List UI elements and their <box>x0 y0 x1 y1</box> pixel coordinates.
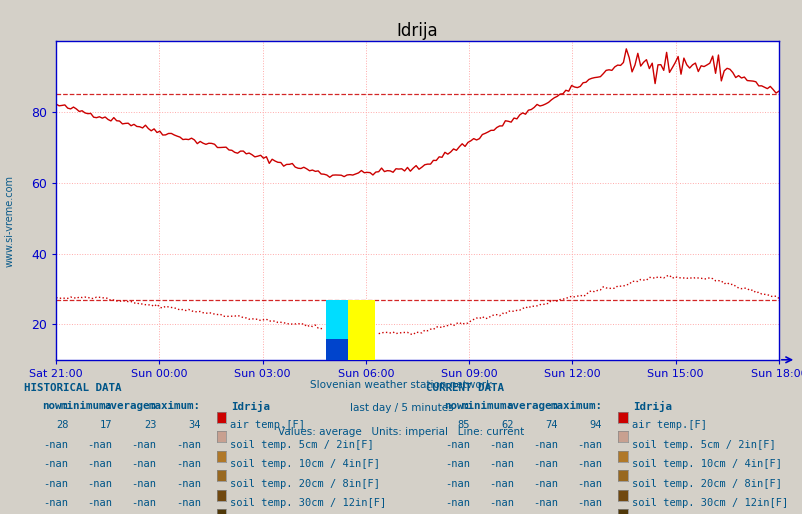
Text: average:: average: <box>505 400 557 411</box>
Text: soil temp. 20cm / 8in[F]: soil temp. 20cm / 8in[F] <box>631 479 781 489</box>
Bar <box>326 300 347 339</box>
Bar <box>326 339 347 360</box>
Text: now:: now: <box>444 400 469 411</box>
Text: soil temp. 20cm / 8in[F]: soil temp. 20cm / 8in[F] <box>230 479 380 489</box>
Text: Idrija: Idrija <box>632 400 671 412</box>
Text: 34: 34 <box>188 420 200 430</box>
Text: now:: now: <box>43 400 68 411</box>
Text: -nan: -nan <box>132 498 156 508</box>
Bar <box>347 300 374 360</box>
Text: 17: 17 <box>99 420 112 430</box>
Text: -nan: -nan <box>132 479 156 489</box>
Text: -nan: -nan <box>176 498 200 508</box>
Text: -nan: -nan <box>132 439 156 450</box>
Text: -nan: -nan <box>533 459 557 469</box>
Text: soil temp. 10cm / 4in[F]: soil temp. 10cm / 4in[F] <box>230 459 380 469</box>
Text: -nan: -nan <box>43 439 68 450</box>
Title: Idrija: Idrija <box>396 22 438 40</box>
Text: -nan: -nan <box>87 479 112 489</box>
Text: -nan: -nan <box>176 479 200 489</box>
Text: CURRENT DATA: CURRENT DATA <box>425 383 503 393</box>
Text: Values: average   Units: imperial   Line: current: Values: average Units: imperial Line: cu… <box>278 427 524 436</box>
Text: -nan: -nan <box>577 439 602 450</box>
Text: soil temp. 30cm / 12in[F]: soil temp. 30cm / 12in[F] <box>631 498 788 508</box>
Text: -nan: -nan <box>533 479 557 489</box>
Text: Idrija: Idrija <box>231 400 270 412</box>
Text: -nan: -nan <box>444 498 469 508</box>
Text: -nan: -nan <box>87 439 112 450</box>
Text: -nan: -nan <box>444 459 469 469</box>
Text: 28: 28 <box>55 420 68 430</box>
Text: -nan: -nan <box>488 439 513 450</box>
Text: -nan: -nan <box>43 498 68 508</box>
Text: -nan: -nan <box>444 439 469 450</box>
Text: -nan: -nan <box>43 479 68 489</box>
Text: -nan: -nan <box>43 459 68 469</box>
Text: minimum:: minimum: <box>461 400 513 411</box>
Text: -nan: -nan <box>577 459 602 469</box>
Text: -nan: -nan <box>577 498 602 508</box>
Text: HISTORICAL DATA: HISTORICAL DATA <box>24 383 121 393</box>
Text: -nan: -nan <box>176 439 200 450</box>
Text: soil temp. 5cm / 2in[F]: soil temp. 5cm / 2in[F] <box>631 439 775 450</box>
Text: last day / 5 minutes: last day / 5 minutes <box>349 403 453 413</box>
Text: -nan: -nan <box>87 459 112 469</box>
Text: soil temp. 30cm / 12in[F]: soil temp. 30cm / 12in[F] <box>230 498 387 508</box>
Text: 94: 94 <box>589 420 602 430</box>
Text: air temp.[F]: air temp.[F] <box>631 420 706 430</box>
Text: -nan: -nan <box>87 498 112 508</box>
Text: Slovenian weather station network: Slovenian weather station network <box>310 380 492 390</box>
Text: maximum:: maximum: <box>549 400 602 411</box>
Text: www.si-vreme.com: www.si-vreme.com <box>5 175 14 267</box>
Text: average:: average: <box>104 400 156 411</box>
Text: 74: 74 <box>545 420 557 430</box>
Text: -nan: -nan <box>533 498 557 508</box>
Text: -nan: -nan <box>533 439 557 450</box>
Text: 62: 62 <box>500 420 513 430</box>
Text: air temp.[F]: air temp.[F] <box>230 420 305 430</box>
Text: -nan: -nan <box>132 459 156 469</box>
Text: -nan: -nan <box>444 479 469 489</box>
Text: soil temp. 10cm / 4in[F]: soil temp. 10cm / 4in[F] <box>631 459 781 469</box>
Text: 23: 23 <box>144 420 156 430</box>
Text: -nan: -nan <box>577 479 602 489</box>
Text: -nan: -nan <box>488 498 513 508</box>
Text: maximum:: maximum: <box>148 400 200 411</box>
Text: minimum:: minimum: <box>60 400 112 411</box>
Text: -nan: -nan <box>488 459 513 469</box>
Text: 85: 85 <box>456 420 469 430</box>
Text: soil temp. 5cm / 2in[F]: soil temp. 5cm / 2in[F] <box>230 439 374 450</box>
Text: -nan: -nan <box>488 479 513 489</box>
Text: -nan: -nan <box>176 459 200 469</box>
